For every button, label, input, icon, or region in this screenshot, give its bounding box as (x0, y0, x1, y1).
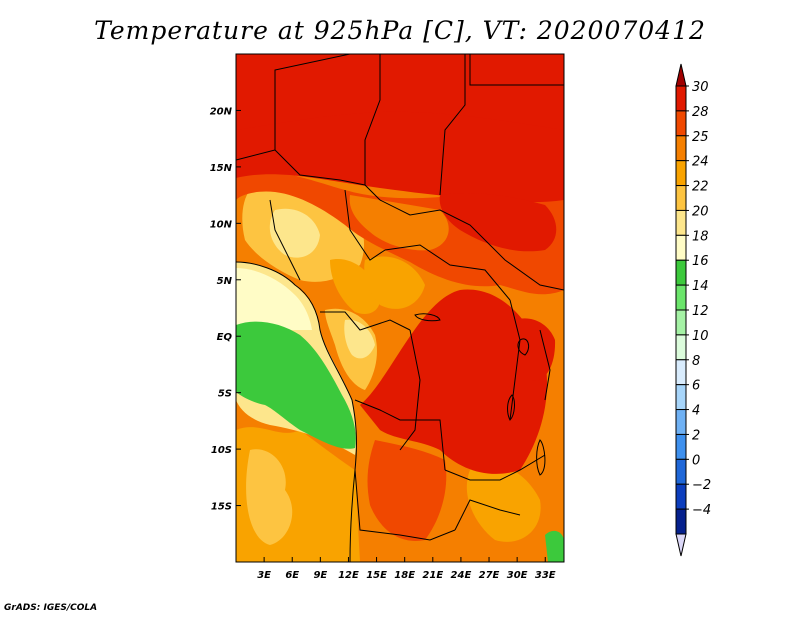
colorbar-swatch (675, 135, 687, 162)
region-sahara-deep (236, 54, 564, 130)
lat-tick-label: 10N (210, 219, 233, 230)
temperature-field (236, 54, 564, 562)
lon-tick-label: 3E (257, 570, 271, 581)
lat-tick-label: 15S (211, 502, 232, 513)
lon-tick-label: 9E (313, 570, 327, 581)
country-borders (236, 54, 564, 562)
region-congo-basin (360, 289, 548, 474)
colorbar-bottom-arrow (675, 533, 687, 557)
region-atlantic-southeast (236, 321, 356, 449)
region-kalahari-patch (246, 449, 293, 545)
colorbar-label: 4 (692, 404, 700, 419)
colorbar-swatch (675, 409, 687, 435)
map-frame (235, 53, 565, 563)
colorbar-swatch (675, 359, 687, 386)
lon-tick-label: 18E (394, 570, 415, 581)
colorbar-swatch (675, 160, 687, 187)
colorbar-swatch (675, 384, 687, 411)
colorbar-top-arrow (675, 63, 687, 87)
colorbar-label: 25 (692, 130, 709, 145)
colorbar-label: 8 (692, 354, 700, 369)
region-darfur-red (439, 193, 557, 252)
colorbar-label: −4 (692, 503, 711, 518)
lon-tick-label: 27E (479, 570, 500, 581)
colorbar-swatch (675, 110, 687, 137)
colorbar-label: 18 (692, 229, 709, 244)
colorbar-swatch (675, 483, 687, 510)
colorbar-label: 12 (692, 304, 709, 319)
lon-tick-label: 30E (507, 570, 528, 581)
lon-tick-label: 12E (338, 570, 359, 581)
lat-tick-label: 10S (211, 445, 232, 456)
region-ocean-nearshore (236, 268, 312, 330)
colorbar-label: 30 (692, 80, 709, 95)
map-title: Temperature at 925hPa [C], VT: 202007041… (94, 16, 706, 45)
colorbar-label: 22 (692, 180, 709, 195)
lat-tick-label: EQ (217, 332, 233, 343)
lon-tick-label: 33E (535, 570, 556, 581)
colorbar-label: −2 (692, 478, 711, 493)
colorbar-swatch (675, 85, 687, 112)
lon-tick-label: 6E (285, 570, 299, 581)
colorbar-label: 16 (692, 254, 709, 269)
colorbar-swatch (675, 284, 687, 311)
colorbar-swatch (675, 433, 687, 460)
colorbar-label: 6 (692, 379, 700, 394)
region-lake-victoria-green (545, 530, 564, 562)
lat-tick-label: 20N (210, 106, 233, 117)
colorbar-label: 28 (692, 105, 709, 120)
region-car-light (364, 256, 425, 309)
colorbar-swatch (675, 309, 687, 336)
lon-tick-label: 21E (422, 570, 443, 581)
lon-tick-label: 24E (451, 570, 472, 581)
colorbar-label: 0 (692, 453, 700, 468)
colorbar-swatch (675, 334, 687, 361)
lat-tick-label: 5N (217, 276, 233, 287)
colorbar-label: 10 (692, 329, 709, 344)
colorbar-label: 14 (692, 279, 709, 294)
longitude-axis: 3E 6E 9E 12E 15E 18E 21E 24E 27E 30E 33E (257, 557, 556, 581)
colorbar-swatch (675, 185, 687, 211)
colorbar-label: 24 (692, 155, 709, 170)
region-cameroon-highland (330, 259, 381, 315)
colorbar-swatch (675, 458, 687, 485)
lakes (414, 313, 546, 476)
region-sahel-north-orange (349, 195, 449, 251)
colorbar-swatch (675, 234, 687, 261)
region-uganda-red (513, 318, 556, 381)
colorbar-swatch (675, 209, 687, 236)
latitude-axis: 20N 15N 10N 5N EQ 5S 10S 15S (210, 106, 241, 513)
colorbar-label: 20 (692, 204, 709, 219)
colorbar-label: 2 (692, 428, 700, 443)
region-cameroon-light (344, 319, 375, 359)
region-zambia-red (367, 440, 447, 541)
lat-tick-label: 5S (218, 389, 232, 400)
lon-tick-label: 15E (366, 570, 387, 581)
lat-tick-label: 15N (210, 163, 233, 174)
colorbar-swatch (675, 508, 687, 535)
colorbar-swatch (675, 259, 687, 286)
region-east-highlands (466, 464, 541, 542)
grads-credit: GrADS: IGES/COLA (4, 603, 98, 613)
